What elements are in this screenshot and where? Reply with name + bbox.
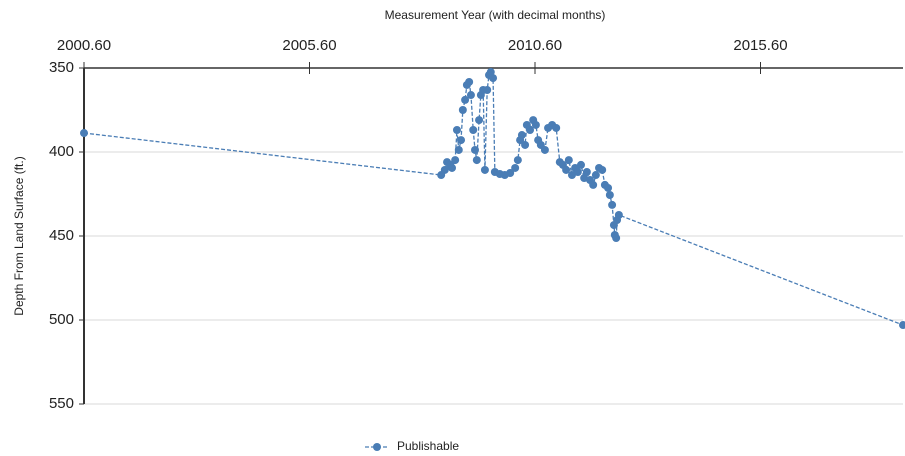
x-tick-label: 2005.60 [282, 37, 336, 54]
x-tick-label: 2000.60 [57, 37, 111, 54]
series-line [83, 70, 904, 326]
data-point [604, 183, 613, 192]
data-point [513, 156, 522, 165]
legend-marker [373, 443, 381, 451]
data-point [80, 129, 88, 138]
data-point [562, 165, 571, 174]
data-point [475, 116, 484, 125]
data-point [489, 74, 498, 83]
y-tick-label: 550 [49, 395, 74, 412]
data-point [448, 163, 457, 172]
data-point [517, 131, 526, 140]
data-point [480, 165, 489, 174]
data-point [483, 86, 492, 95]
y-tick-label: 350 [49, 59, 74, 76]
data-point [576, 160, 585, 169]
data-point [457, 136, 466, 145]
data-point [461, 95, 470, 104]
data-point [552, 123, 561, 132]
data-point [614, 211, 623, 219]
y-axis-label: Depth From Land Surface (ft.) [12, 156, 26, 315]
data-point [454, 145, 463, 154]
y-tick-label: 450 [49, 227, 74, 244]
data-point [531, 120, 540, 129]
data-point [486, 68, 495, 77]
data-point [440, 165, 449, 174]
data-point [526, 125, 535, 134]
data-point [511, 163, 520, 172]
data-point [591, 171, 600, 180]
data-point [451, 156, 460, 165]
x-tick-label: 2015.60 [733, 37, 787, 54]
data-point [521, 140, 530, 149]
data-point [582, 167, 591, 176]
data-point [612, 234, 621, 243]
data-point [540, 145, 549, 154]
legend-label: Publishable [397, 439, 459, 453]
x-axis-label: Measurement Year (with decimal months) [385, 8, 606, 22]
data-point [605, 191, 614, 200]
data-point [469, 125, 478, 134]
data-point [472, 156, 481, 165]
data-point [598, 165, 607, 174]
data-point [471, 145, 480, 154]
data-point [589, 180, 598, 189]
data-point [564, 156, 573, 165]
data-point [458, 106, 467, 114]
data-point [466, 91, 475, 100]
data-point [573, 167, 582, 176]
data-point [452, 125, 461, 134]
data-point [506, 169, 515, 177]
y-tick-label: 500 [49, 311, 74, 328]
y-tick-label: 400 [49, 143, 74, 160]
data-point [465, 77, 474, 86]
data-point [608, 200, 617, 209]
x-tick-label: 2010.60 [508, 37, 562, 54]
data-point [899, 321, 905, 330]
